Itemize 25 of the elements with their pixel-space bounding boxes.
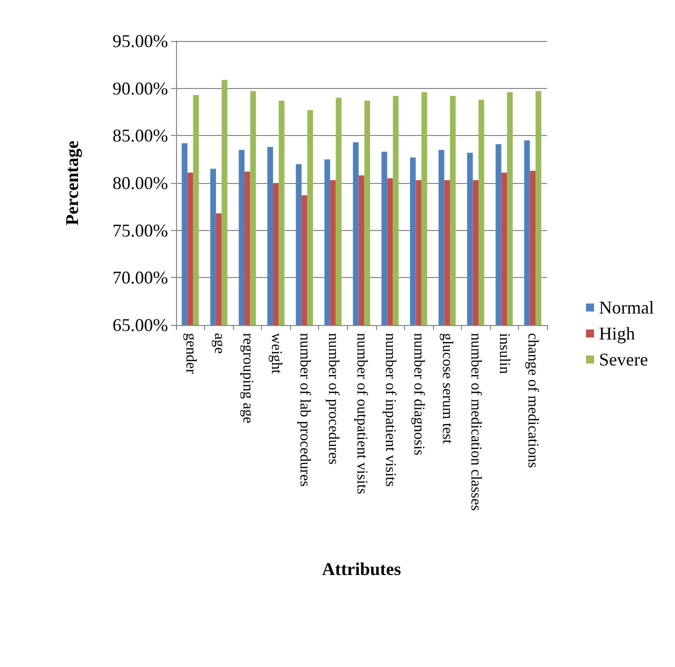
legend-label: High [599, 324, 636, 344]
y-tick-label: 70.00% [112, 268, 168, 288]
x-tick-label: change of medications [524, 333, 541, 468]
x-tick-label: number of lab procedures [296, 333, 312, 487]
x-tick-label: regrouping age [239, 333, 256, 424]
y-tick-label: 80.00% [112, 173, 168, 193]
y-tick-label: 85.00% [112, 126, 168, 146]
y-tick-label: 75.00% [112, 220, 168, 240]
x-tick-label: insulin [496, 333, 512, 374]
y-axis-title: Percentage [62, 140, 82, 226]
x-tick-label: weight [268, 333, 284, 375]
x-tick-label: number of diagnosis [410, 333, 427, 456]
legend-label: Severe [599, 350, 648, 370]
x-tick-label: number of inpatient visits [382, 333, 398, 487]
y-tick-label: 65.00% [112, 315, 168, 335]
x-tick-label: number of medication classes [468, 333, 484, 512]
x-tick-label: glucose serum test [439, 333, 456, 445]
x-tick-label: number of procedures [324, 333, 341, 465]
x-axis-title: Attributes [322, 559, 401, 579]
x-tick-label: age [210, 333, 227, 354]
x-tick-label: number of outpatient visits [354, 333, 370, 494]
y-tick-label: 90.00% [112, 78, 168, 98]
x-tick-label: gender [182, 333, 198, 374]
y-tick-label: 95.00% [112, 31, 168, 51]
legend-label: Normal [599, 298, 654, 318]
